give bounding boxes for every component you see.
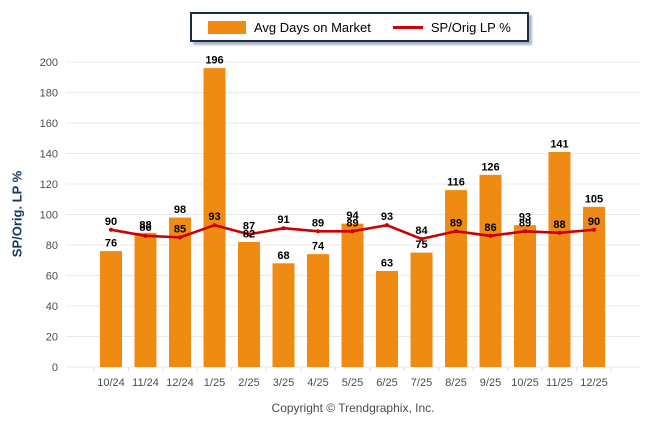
bar-9/25 [479,174,502,367]
x-tick-label: 10/25 [511,377,539,389]
y-tick-label: 0 [52,362,58,374]
y-tick-label: 140 [40,149,58,161]
bar-value-label: 93 [519,212,531,224]
bar-value-label: 75 [415,239,427,251]
line-value-label: 89 [450,217,462,229]
x-tick-label: 8/25 [445,377,466,389]
line-point-9/25 [488,233,493,238]
y-tick-label: 200 [40,57,58,69]
line-point-12/25 [592,227,596,232]
bar-value-label: 82 [243,228,255,240]
legend-item-bar: Avg Days on Market [208,20,371,35]
line-value-label: 87 [243,220,255,232]
line-point-1/25 [212,223,217,228]
bar-value-label: 74 [312,241,325,253]
legend-line-label: SP/Orig LP % [430,19,511,35]
x-tick-label: 4/25 [307,377,328,389]
bar-value-label: 126 [481,161,499,173]
bar-11/25 [548,151,571,367]
copyright-text: Copyright © Trendgraphix, Inc. [271,401,435,415]
x-tick-label: 6/25 [376,377,397,389]
line-value-label: 85 [174,223,186,235]
line-value-label: 90 [105,216,117,228]
bar-value-label: 94 [346,210,359,222]
bar-value-label: 116 [447,177,465,189]
bar-10/25 [514,225,536,367]
y-tick-label: 40 [46,301,58,313]
line-value-label: 89 [312,217,324,229]
bar-10/24 [100,251,122,367]
bar-12/25 [583,206,605,367]
bar-2/25 [238,241,260,367]
line-value-label: 93 [208,211,220,223]
line-value-label: 86 [139,222,151,234]
line-value-label: 91 [277,214,289,226]
y-tick-label: 100 [40,210,58,222]
line-point-7/25 [419,236,424,241]
x-tick-label: 11/24 [132,377,159,389]
bar-1/25 [203,68,226,367]
bar-11/24 [134,232,157,367]
line-value-label: 89 [346,217,358,229]
line-point-3/25 [281,226,286,231]
line-point-6/25 [385,223,389,228]
bar-12/24 [169,217,191,367]
line-point-11/25 [557,230,562,235]
y-tick-label: 160 [40,118,58,130]
x-tick-label: 11/25 [546,377,573,389]
bar-value-label: 63 [381,257,393,269]
bar-value-label: 88 [139,219,151,231]
bar-value-label: 76 [105,238,117,250]
bar-5/25 [341,223,364,367]
x-tick-label: 12/25 [580,377,608,389]
y-tick-label: 180 [40,88,58,100]
bar-value-label: 105 [585,193,603,205]
y-tick-label: 80 [46,240,58,252]
bar-8/25 [445,190,467,367]
line-value-label: 86 [484,222,496,234]
legend-bar-label: Avg Days on Market [254,19,371,35]
y-tick-label: 60 [46,271,58,283]
line-value-label: 88 [553,219,565,231]
line-value-label: 89 [519,217,531,229]
x-tick-label: 3/25 [273,377,294,389]
x-tick-label: 1/25 [204,377,225,389]
line-value-label: 84 [415,225,428,237]
bar-6/25 [376,270,398,367]
x-tick-label: 9/25 [480,377,501,389]
line-point-10/24 [109,227,113,232]
bar-swatch-icon [208,20,246,34]
bar-3/25 [272,263,295,367]
y-tick-label: 20 [46,332,58,344]
line-swatch-icon [392,25,423,29]
line-value-label: 93 [381,211,393,223]
y-axis-title: SP/Orig. LP % [9,170,25,258]
line-point-10/25 [523,229,527,234]
bar-value-label: 68 [277,250,289,262]
bar-value-label: 141 [550,138,568,150]
line-point-5/25 [350,229,355,234]
x-tick-label: 2/25 [238,377,259,389]
bar-value-label: 196 [205,55,223,67]
line-point-11/24 [143,233,148,238]
bar-7/25 [410,252,433,367]
line-point-12/24 [178,235,182,240]
x-tick-label: 5/25 [342,377,363,389]
bar-value-label: 98 [174,204,186,216]
line-point-8/25 [454,229,458,234]
y-tick-label: 120 [40,179,58,191]
bar-4/25 [307,254,329,367]
line-point-4/25 [316,229,320,234]
line-point-2/25 [247,232,251,237]
x-tick-label: 10/24 [97,377,125,389]
legend-item-line: SP/Orig LP % [392,19,511,35]
line-value-label: 90 [588,216,600,228]
x-tick-label: 12/24 [166,377,194,389]
x-tick-label: 7/25 [411,377,432,389]
chart-legend: Avg Days on Market SP/Orig LP % [190,12,529,42]
